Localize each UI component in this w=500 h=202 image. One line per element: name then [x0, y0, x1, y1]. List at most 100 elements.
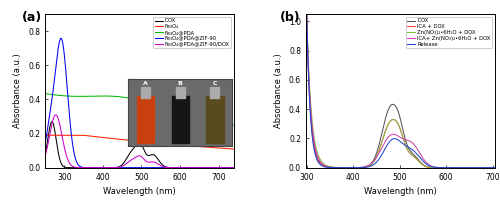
- Fe₃O₄@PDA@ZIF-90/DOX: [231, 166, 237, 169]
- Fe₃O₄@PDA@ZIF-90/DOX: [226, 166, 232, 169]
- Line: ICA+ Zn(NO₃)₂•6H₂O + DOX: ICA+ Zn(NO₃)₂•6H₂O + DOX: [306, 14, 495, 168]
- DOX: [42, 154, 48, 157]
- Fe₃O₄@PDA@ZIF-90/DOX: [191, 166, 197, 169]
- Y-axis label: Absorbance (a.u.): Absorbance (a.u.): [274, 54, 283, 128]
- DOX: [134, 143, 140, 145]
- Fe₃O₄@PDA: [191, 117, 197, 119]
- ICA + DOX: [312, 150, 318, 153]
- Line: Zn(NO₃)₂•6H₂O + DOX: Zn(NO₃)₂•6H₂O + DOX: [306, 14, 495, 168]
- DOX: [395, 109, 401, 112]
- Fe₃O₄@PDA@ZIF-90: [191, 166, 197, 169]
- ICA + DOX: [390, 118, 396, 121]
- DOX: [52, 129, 58, 132]
- Zn(NO₃)₂•6H₂O + DOX: [486, 166, 492, 169]
- Fe₃O₄: [129, 139, 135, 142]
- Fe₃O₄@PDA@ZIF-90/DOX: [129, 158, 135, 161]
- Legend: DOX, ICA + DOX, Zn(NO₃)₂•6H₂O + DOX, ICA+ Zn(NO₃)₂•6H₂O + DOX, Release: DOX, ICA + DOX, Zn(NO₃)₂•6H₂O + DOX, ICA…: [406, 17, 492, 48]
- Release: [395, 139, 401, 141]
- Fe₃O₄@PDA: [129, 98, 135, 100]
- ICA+ Zn(NO₃)₂•6H₂O + DOX: [303, 13, 309, 15]
- Fe₃O₄@PDA@ZIF-90/DOX: [42, 155, 48, 157]
- ICA + DOX: [395, 122, 401, 125]
- Fe₃O₄@PDA@ZIF-90: [231, 166, 237, 169]
- Text: (a): (a): [22, 11, 42, 24]
- ICA + DOX: [452, 166, 458, 169]
- Y-axis label: Absorbance (a.u.): Absorbance (a.u.): [14, 54, 22, 128]
- ICA+ Zn(NO₃)₂•6H₂O + DOX: [486, 166, 492, 169]
- Fe₃O₄@PDA@ZIF-90/DOX: [53, 114, 59, 116]
- ICA+ Zn(NO₃)₂•6H₂O + DOX: [395, 135, 401, 137]
- Zn(NO₃)₂•6H₂O + DOX: [486, 166, 492, 169]
- Fe₃O₄@PDA: [134, 99, 140, 101]
- ICA+ Zn(NO₃)₂•6H₂O + DOX: [452, 166, 458, 169]
- Zn(NO₃)₂•6H₂O + DOX: [452, 166, 458, 169]
- DOX: [303, 13, 309, 15]
- Fe₃O₄@PDA@ZIF-90: [42, 144, 48, 146]
- ICA+ Zn(NO₃)₂•6H₂O + DOX: [390, 133, 396, 136]
- Line: Fe₃O₄@PDA: Fe₃O₄@PDA: [45, 94, 234, 125]
- Fe₃O₄: [52, 134, 58, 137]
- Fe₃O₄: [226, 147, 232, 150]
- Release: [486, 166, 492, 169]
- Fe₃O₄: [226, 147, 232, 150]
- ICA + DOX: [492, 166, 498, 169]
- DOX: [390, 103, 396, 106]
- Release: [390, 138, 396, 140]
- Fe₃O₄@PDA: [231, 124, 237, 126]
- DOX: [452, 166, 458, 169]
- X-axis label: Wavelength (nm): Wavelength (nm): [364, 187, 437, 196]
- Zn(NO₃)₂•6H₂O + DOX: [390, 118, 396, 121]
- Release: [452, 166, 458, 169]
- DOX: [129, 149, 135, 152]
- Release: [486, 166, 492, 169]
- ICA+ Zn(NO₃)₂•6H₂O + DOX: [486, 166, 492, 169]
- Fe₃O₄@PDA@ZIF-90/DOX: [134, 155, 140, 158]
- ICA + DOX: [303, 13, 309, 15]
- Fe₃O₄@PDA@ZIF-90: [226, 166, 232, 169]
- Line: DOX: DOX: [306, 14, 495, 168]
- DOX: [226, 166, 232, 169]
- Fe₃O₄@PDA: [226, 123, 232, 125]
- Zn(NO₃)₂•6H₂O + DOX: [303, 13, 309, 15]
- Zn(NO₃)₂•6H₂O + DOX: [492, 166, 498, 169]
- ICA + DOX: [486, 166, 492, 169]
- DOX: [231, 166, 237, 169]
- Fe₃O₄: [42, 134, 48, 137]
- Release: [312, 155, 318, 157]
- ICA+ Zn(NO₃)₂•6H₂O + DOX: [312, 148, 318, 151]
- Line: ICA + DOX: ICA + DOX: [306, 14, 495, 168]
- Zn(NO₃)₂•6H₂O + DOX: [312, 144, 318, 146]
- Fe₃O₄@PDA@ZIF-90/DOX: [226, 166, 232, 169]
- DOX: [486, 166, 492, 169]
- Release: [492, 166, 498, 169]
- Zn(NO₃)₂•6H₂O + DOX: [395, 122, 401, 125]
- Fe₃O₄@PDA@ZIF-90: [134, 166, 140, 169]
- Fe₃O₄@PDA: [42, 92, 48, 95]
- Line: Fe₃O₄: Fe₃O₄: [45, 135, 234, 149]
- Fe₃O₄@PDA@ZIF-90: [58, 37, 64, 40]
- X-axis label: Wavelength (nm): Wavelength (nm): [103, 187, 176, 196]
- Fe₃O₄@PDA: [226, 123, 232, 125]
- Line: DOX: DOX: [45, 122, 234, 168]
- DOX: [312, 153, 318, 155]
- Text: (b): (b): [280, 11, 300, 24]
- Fe₃O₄: [191, 145, 197, 147]
- DOX: [191, 166, 197, 169]
- Fe₃O₄@PDA: [52, 94, 58, 96]
- DOX: [49, 120, 55, 123]
- ICA + DOX: [486, 166, 492, 169]
- Legend: DOX, Fe₃O₄, Fe₃O₄@PDA, Fe₃O₄@PDA@ZIF-90, Fe₃O₄@PDA@ZIF-90/DOX: DOX, Fe₃O₄, Fe₃O₄@PDA, Fe₃O₄@PDA@ZIF-90,…: [153, 17, 232, 48]
- DOX: [492, 166, 498, 169]
- Fe₃O₄: [134, 140, 140, 142]
- Fe₃O₄: [231, 148, 237, 150]
- DOX: [486, 166, 492, 169]
- DOX: [226, 166, 232, 169]
- Fe₃O₄@PDA@ZIF-90/DOX: [52, 115, 58, 117]
- Line: Fe₃O₄@PDA@ZIF-90/DOX: Fe₃O₄@PDA@ZIF-90/DOX: [45, 115, 234, 168]
- Fe₃O₄@PDA@ZIF-90: [52, 77, 58, 79]
- Line: Release: Release: [306, 14, 495, 168]
- Line: Fe₃O₄@PDA@ZIF-90: Fe₃O₄@PDA@ZIF-90: [45, 38, 234, 168]
- Fe₃O₄@PDA@ZIF-90: [226, 166, 232, 169]
- Fe₃O₄@PDA@ZIF-90: [129, 166, 135, 169]
- Release: [303, 13, 309, 15]
